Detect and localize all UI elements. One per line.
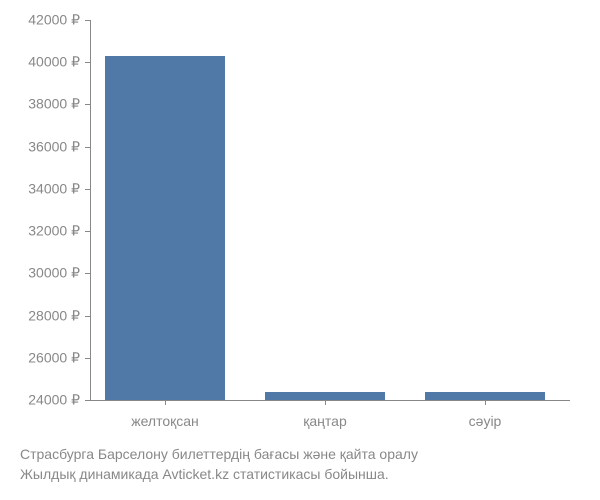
y-tick-label: 36000 ₽ [28,138,80,155]
x-axis: желтоқсан қаңтар сәуір [90,405,570,435]
x-tick-label: қаңтар [303,413,346,429]
caption-line-1: Страсбурга Барселону билеттердің бағасы … [20,445,418,465]
chart-caption: Страсбурга Барселону билеттердің бағасы … [20,445,418,484]
y-tick-mark [85,147,90,148]
x-tick-mark [485,400,486,405]
y-tick-mark [85,62,90,63]
bar [105,56,225,400]
x-tick-label: сәуір [469,413,502,429]
x-tick-label: желтоқсан [131,413,199,429]
y-tick-label: 30000 ₽ [28,265,80,282]
bar [425,392,545,400]
y-tick-label: 28000 ₽ [28,307,80,324]
chart-container: 24000 ₽ 26000 ₽ 28000 ₽ 30000 ₽ 32000 ₽ 34000… [0,0,600,500]
bar [265,392,385,400]
x-tick-mark [165,400,166,405]
y-tick-label: 38000 ₽ [28,96,80,113]
y-tick-mark [85,316,90,317]
y-tick-mark [85,273,90,274]
y-tick-label: 34000 ₽ [28,180,80,197]
plot-area [90,20,570,400]
y-tick-mark [85,104,90,105]
y-tick-mark [85,358,90,359]
y-tick-label: 40000 ₽ [28,54,80,71]
y-axis: 24000 ₽26000 ₽28000 ₽30000 ₽32000 ₽34000… [0,20,88,400]
y-tick-mark [85,400,90,401]
x-axis-line [90,400,570,401]
caption-line-2: Жылдық динамикада Avticket.kz статистика… [20,465,418,485]
y-tick-mark [85,231,90,232]
y-tick-label: 26000 ₽ [28,349,80,366]
y-tick-mark [85,20,90,21]
y-tick-label: 32000 ₽ [28,223,80,240]
y-tick-mark [85,189,90,190]
y-tick-label: 24000 ₽ [28,392,80,409]
x-tick-mark [325,400,326,405]
y-tick-label: 42000 ₽ [28,12,80,29]
